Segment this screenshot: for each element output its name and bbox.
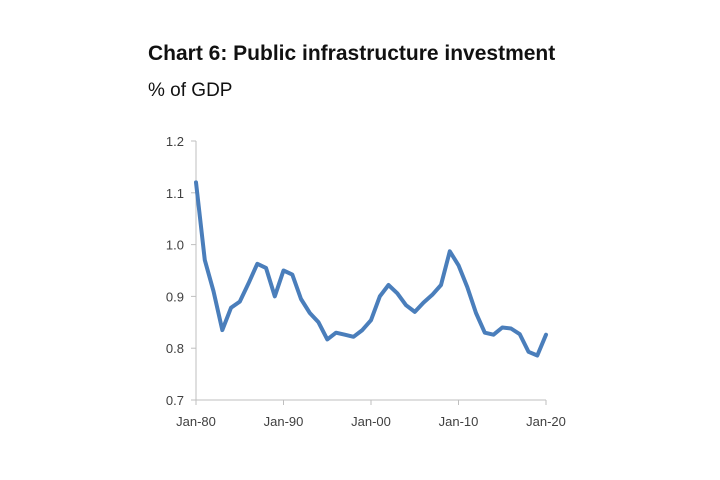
y-tick-label: 1.1 bbox=[166, 186, 184, 201]
y-axis-ticks: 0.7 0.8 0.9 1.0 1.1 1.2 bbox=[166, 134, 196, 408]
series-line bbox=[194, 180, 548, 358]
x-tick-label: Jan-80 bbox=[176, 414, 216, 429]
x-tick-label: Jan-20 bbox=[526, 414, 566, 429]
y-tick-label: 0.9 bbox=[166, 289, 184, 304]
x-tick-label: Jan-90 bbox=[264, 414, 304, 429]
x-axis-ticks: Jan-80 Jan-90 Jan-00 Jan-10 Jan-20 bbox=[176, 400, 566, 429]
chart-subtitle: % of GDP bbox=[148, 80, 233, 101]
y-tick-label: 1.2 bbox=[166, 134, 184, 149]
y-tick-label: 0.8 bbox=[166, 341, 184, 356]
x-tick-label: Jan-10 bbox=[439, 414, 479, 429]
y-tick-label: 0.7 bbox=[166, 393, 184, 408]
chart-title: Chart 6: Public infrastructure investmen… bbox=[148, 42, 556, 65]
series-layer bbox=[194, 180, 548, 358]
y-tick-label: 1.0 bbox=[166, 238, 184, 253]
x-tick-label: Jan-00 bbox=[351, 414, 391, 429]
